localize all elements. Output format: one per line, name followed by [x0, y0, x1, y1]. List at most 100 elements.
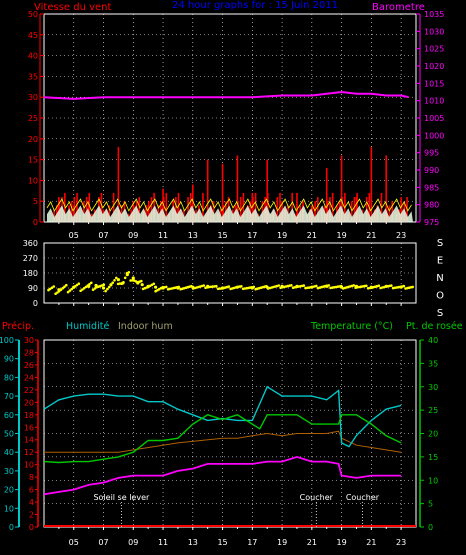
- direction-point: [109, 283, 113, 287]
- bot-x-label: 11: [158, 538, 168, 547]
- baro-tick-label: 985: [424, 183, 439, 192]
- direction-point: [77, 282, 81, 286]
- wind-bar: [266, 192, 269, 222]
- direction-letter: S: [437, 308, 443, 319]
- direction-point: [131, 276, 135, 280]
- wind-bar: [88, 192, 91, 222]
- baro-tick-label: 980: [424, 201, 439, 210]
- wind-bar: [112, 192, 115, 222]
- direction-point: [66, 290, 70, 294]
- top-x-label: 07: [98, 231, 108, 240]
- direction-point: [65, 283, 68, 287]
- top-x-label: 13: [188, 231, 198, 240]
- temperature-tick-label: 0: [428, 523, 433, 532]
- precip-tick-label: 0: [29, 523, 34, 532]
- wind-tick-label: 35: [28, 72, 38, 81]
- wind-bar: [385, 155, 388, 222]
- direction-point: [127, 271, 131, 274]
- bot-x-label: 07: [98, 538, 108, 547]
- direction-point: [125, 273, 129, 277]
- wind-bar: [76, 192, 78, 222]
- indoor-hum-line: [44, 430, 402, 453]
- direction-point: [68, 289, 72, 292]
- direction-point: [90, 281, 93, 285]
- direction-point: [115, 276, 118, 280]
- direction-point: [325, 284, 329, 288]
- bot-x-label: 17: [247, 538, 257, 547]
- direction-point: [240, 285, 243, 288]
- direction-point: [104, 289, 107, 293]
- temperature-tick-label: 15: [428, 453, 438, 462]
- direction-point: [352, 284, 356, 287]
- wind-bar: [206, 159, 209, 222]
- direction-point: [107, 285, 111, 289]
- wind-bar: [350, 201, 353, 222]
- wind-bar: [314, 201, 316, 222]
- wind-bar: [187, 197, 189, 222]
- bot-x-label: 19: [337, 538, 347, 547]
- precip-tick-label: 6: [29, 486, 34, 495]
- dir-tick-label: 0: [33, 299, 38, 308]
- top-x-label: 05: [69, 231, 79, 240]
- wind-bar: [189, 192, 192, 222]
- legend-humidity: Humidité: [66, 321, 109, 332]
- humidity-tick-label: 40: [4, 448, 14, 457]
- direction-point: [295, 284, 299, 288]
- direction-point: [82, 286, 86, 290]
- direction-point: [290, 284, 293, 287]
- direction-point: [365, 284, 368, 288]
- precip-tick-label: 30: [24, 336, 34, 345]
- precip-tick-label: 8: [29, 473, 34, 482]
- direction-point: [191, 285, 195, 289]
- barometer-line: [43, 90, 409, 100]
- wind-bar: [331, 192, 334, 222]
- direction-letter: S: [437, 238, 443, 249]
- top-x-label: 11: [158, 231, 168, 240]
- humidity-tick-label: 60: [4, 411, 14, 420]
- wind-bar: [242, 192, 245, 222]
- direction-point: [61, 286, 64, 290]
- precip-tick-label: 28: [24, 348, 34, 357]
- direction-point: [235, 285, 240, 289]
- direction-point: [152, 282, 156, 286]
- wind-bar: [356, 192, 358, 222]
- direction-point: [52, 285, 56, 288]
- temperature-tick-label: 10: [428, 476, 438, 485]
- direction-point: [220, 286, 225, 290]
- top-x-label: 21: [307, 231, 317, 240]
- barometer-label: Barometre: [372, 2, 425, 13]
- direction-point: [277, 284, 281, 287]
- direction-point: [202, 284, 206, 287]
- wind-bar: [340, 155, 343, 222]
- direction-point: [81, 288, 84, 291]
- baro-tick-label: 975: [424, 218, 439, 227]
- wind-bar: [85, 197, 88, 222]
- wind-bar: [222, 205, 224, 222]
- direction-point: [70, 287, 73, 291]
- baro-tick-label: 1005: [424, 114, 444, 123]
- precip-tick-label: 2: [29, 511, 34, 520]
- wind-bar: [391, 201, 393, 222]
- direction-point: [315, 284, 318, 288]
- direction-point: [79, 289, 82, 293]
- precip-tick-label: 16: [24, 423, 34, 432]
- direction-point: [402, 284, 406, 288]
- dir-tick-label: 270: [23, 254, 38, 263]
- wind-bar: [53, 209, 55, 222]
- wind-bar: [239, 197, 242, 222]
- precip-tick-label: 22: [24, 386, 34, 395]
- direction-point: [384, 284, 388, 288]
- wind-tick-label: 5: [33, 197, 38, 206]
- bot-x-label: 19: [277, 538, 287, 547]
- wind-bar: [254, 192, 257, 222]
- direction-point: [250, 286, 254, 290]
- baro-tick-label: 1030: [424, 27, 444, 36]
- precip-tick-label: 18: [24, 411, 34, 420]
- bot-x-label: 13: [188, 538, 198, 547]
- dir-tick-label: 360: [23, 239, 38, 248]
- wind-tick-label: 40: [28, 52, 38, 61]
- direction-point: [227, 285, 231, 288]
- temperature-tick-label: 30: [428, 383, 438, 392]
- direction-point: [113, 279, 116, 282]
